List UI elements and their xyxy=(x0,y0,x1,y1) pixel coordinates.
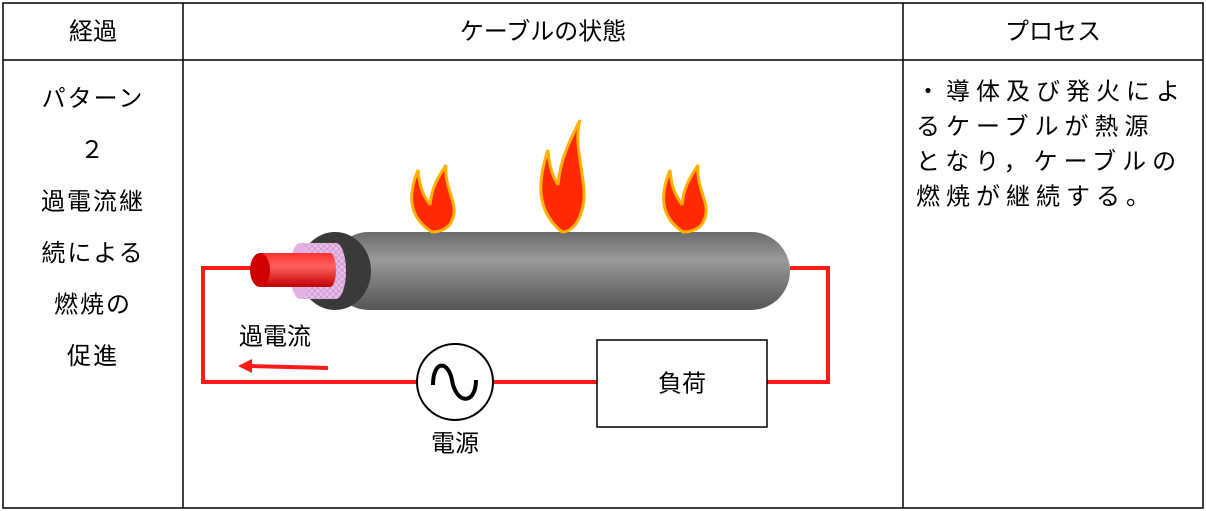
current-label: 過電流 xyxy=(239,323,311,351)
header-cell: プロセス xyxy=(1005,18,1101,46)
cell-line: るケーブルが熱源 xyxy=(916,113,1155,141)
cell-line: 過電流継 xyxy=(41,188,145,216)
cell-line: ２ xyxy=(80,136,106,164)
cell-line: ・導体及び発火によ xyxy=(916,78,1186,106)
load-label: 負荷 xyxy=(658,370,706,398)
cable-diagram xyxy=(201,119,830,428)
cell-line: 続による xyxy=(41,239,144,267)
header-cell: ケーブルの状態 xyxy=(460,18,627,46)
cell-line: 燃焼の xyxy=(54,291,132,319)
cell-line: 促進 xyxy=(67,342,119,370)
header-cell: 経過 xyxy=(69,18,117,46)
cell-line: 燃焼が継続する。 xyxy=(916,183,1156,211)
source-label: 電源 xyxy=(431,430,479,458)
cell-line: となり，ケーブルの xyxy=(916,148,1182,176)
cell-line: パターン xyxy=(42,85,145,113)
